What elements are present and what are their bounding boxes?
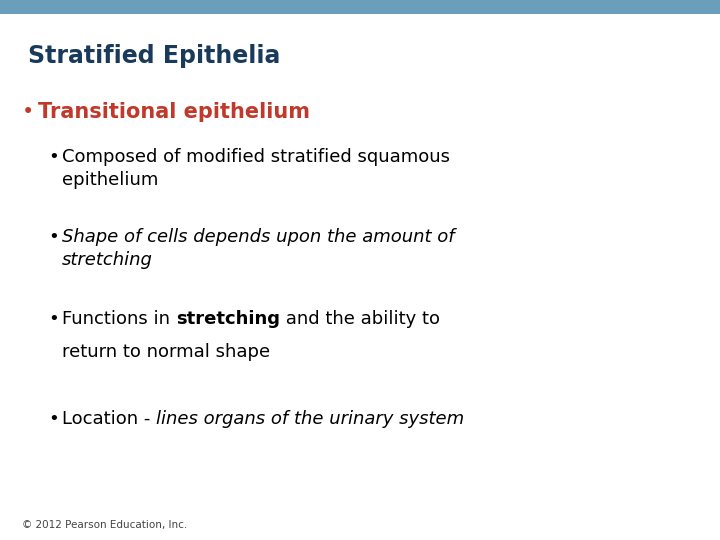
- Text: •: •: [48, 410, 59, 428]
- Text: return to normal shape: return to normal shape: [62, 343, 270, 361]
- Text: and the ability to: and the ability to: [280, 310, 440, 328]
- Bar: [0, 0, 720, 14]
- Text: Transitional epithelium: Transitional epithelium: [38, 102, 310, 122]
- Text: © 2012 Pearson Education, Inc.: © 2012 Pearson Education, Inc.: [22, 520, 187, 530]
- Text: Composed of modified stratified squamous
epithelium: Composed of modified stratified squamous…: [62, 148, 450, 189]
- Text: Location -: Location -: [62, 410, 156, 428]
- Text: •: •: [48, 148, 59, 166]
- Text: •: •: [48, 228, 59, 246]
- Text: stretching: stretching: [176, 310, 280, 328]
- Text: Stratified Epithelia: Stratified Epithelia: [28, 44, 280, 68]
- Text: lines organs of the urinary system: lines organs of the urinary system: [156, 410, 464, 428]
- Text: Functions in: Functions in: [62, 310, 176, 328]
- Text: •: •: [22, 102, 35, 122]
- Text: •: •: [48, 310, 59, 328]
- Text: Shape of cells depends upon the amount of
stretching: Shape of cells depends upon the amount o…: [62, 228, 454, 269]
